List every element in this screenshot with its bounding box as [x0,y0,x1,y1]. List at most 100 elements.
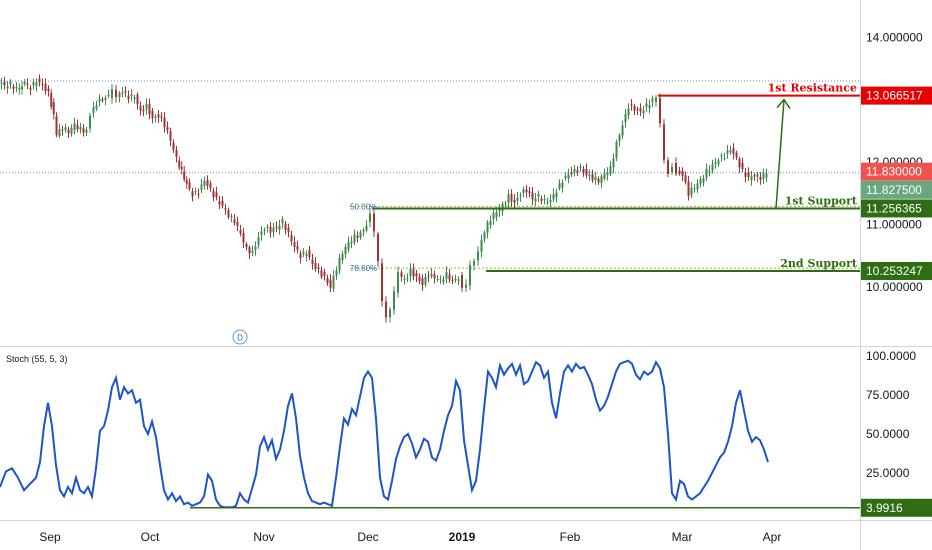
candle-body [567,174,570,179]
candle-body [98,98,101,102]
candle-body [9,81,12,85]
oscillator-axis-ticks: 100.0000 75.0000 50.0000 25.0000 [866,349,916,480]
candle-body [338,257,341,271]
stoch-tick-label: 75.0000 [866,388,910,402]
candle-body [111,89,113,99]
candle-body [145,103,148,110]
candle-body [540,198,543,201]
candle-body [287,228,290,232]
candle-body [95,105,98,109]
candle-body [531,192,534,200]
candle-body [221,200,224,206]
candle-body [603,173,606,179]
candle-body [130,94,133,96]
candle-body [44,84,47,92]
candle-body [260,231,263,236]
time-tick-label: Feb [560,530,581,544]
candle-body [678,170,681,174]
price-tick-label: 11.000000 [866,217,922,231]
candle-body [55,116,58,135]
candle-body [705,168,708,178]
candle-body [107,95,110,97]
candle-body [133,97,136,100]
current-price-labels: 11.830000 11.827500 [861,162,932,199]
stoch-legend[interactable]: Stoch (55, 5, 3) [6,354,68,364]
stoch-level-box [861,498,932,517]
candle-body [272,227,275,233]
candle-body [251,250,254,253]
candle-body [215,192,218,198]
time-tick-label: Nov [253,530,274,544]
candle-body [433,274,436,279]
candle-body [702,177,705,183]
time-tick-label: Dec [357,530,378,544]
candle-body [648,105,651,109]
candle-body [573,169,576,173]
candle-body [558,183,561,189]
candle-body [439,278,442,280]
candle-body [359,232,362,238]
candle-body [717,160,720,165]
level-price-value: 10.253247 [866,264,923,278]
candle-body [507,194,510,203]
level-label: 1st Support [785,194,858,207]
candle-body [448,274,451,280]
candle-body [227,209,230,218]
projection-arrow [775,98,791,209]
candle-body [756,173,759,177]
candle-body [513,199,516,203]
candle-body [26,83,29,85]
candle-body [576,170,579,173]
level-price-box [861,261,932,280]
candle-body [393,291,395,310]
candle-body [582,168,585,173]
candle-body [729,150,732,153]
candle-body [579,166,582,168]
candle-body [70,127,73,134]
candle-body [570,172,573,174]
candle-body [427,276,430,278]
candle-body [188,182,191,189]
candle-body [320,270,323,277]
time-tick-label: Apr [763,530,782,544]
candle-body [323,272,326,276]
candle-body [369,213,371,223]
support-resistance-levels[interactable]: 1st Resistance 13.066517 1st Support 11.256… [372,82,932,280]
candle-body [317,267,320,269]
candle-body [690,187,693,196]
candle-body [15,86,18,88]
candle-body [142,109,145,112]
candle-body [104,97,107,100]
candle-body [290,235,293,242]
candle-body [284,223,287,231]
candle-body [381,263,383,301]
current-price-value: 11.827500 [866,183,922,197]
candle-body [266,226,269,228]
candle-body [618,135,621,142]
candle-body [451,279,454,281]
candle-body [203,180,206,186]
fib-50-label: 50.00% [350,202,377,211]
candle-body [79,127,82,130]
candle-body [296,246,299,250]
current-price-box [861,162,932,181]
candle-body [29,88,32,90]
candle-body [651,98,654,102]
candle-body [534,198,537,202]
candle-body [67,130,70,134]
candle-body [615,141,618,159]
candle-body [314,262,317,270]
candle-body [61,129,64,131]
candle-body [621,125,624,136]
candle-body [639,108,642,112]
candle-body [347,242,350,250]
dividend-event-marker[interactable]: D [232,329,248,345]
current-price-box [861,180,932,199]
candle-body [239,229,242,234]
candle-body [684,175,687,183]
candle-body [516,197,519,201]
candle-body [585,168,588,176]
candle-body [3,82,6,86]
candle-body [504,203,507,205]
